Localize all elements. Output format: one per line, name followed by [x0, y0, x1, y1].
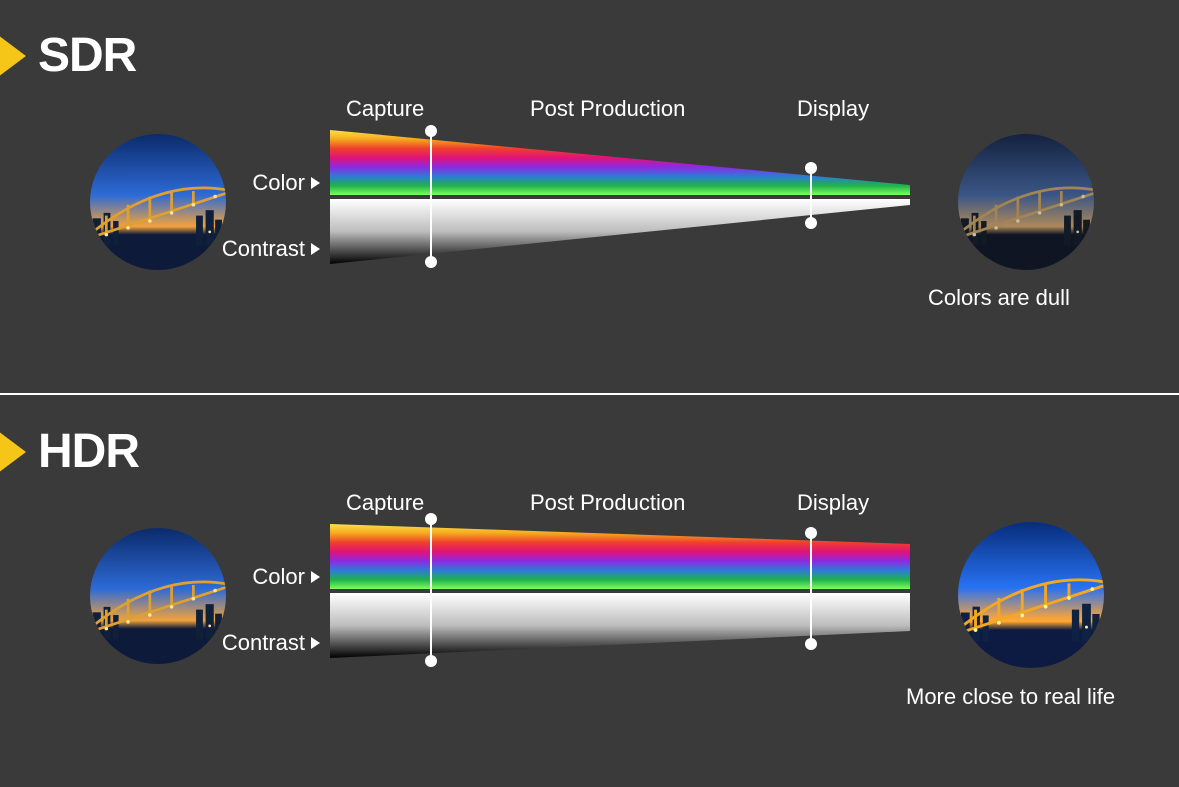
side-label-contrast: Contrast	[0, 236, 320, 262]
title-hdr: HDR	[38, 424, 139, 479]
pipeline-marker	[810, 533, 812, 644]
title-row-hdr: HDR	[0, 424, 139, 479]
side-label-contrast-text: Contrast	[222, 630, 305, 656]
triangle-right-icon	[311, 637, 320, 649]
stage-postproduction: Post Production	[530, 490, 685, 516]
pipeline-marker	[430, 519, 432, 661]
stage-capture: Capture	[346, 490, 424, 516]
triangle-right-icon	[311, 243, 320, 255]
title-row-sdr: SDR	[0, 28, 136, 83]
title-sdr: SDR	[38, 28, 136, 83]
stage-capture: Capture	[346, 96, 424, 122]
triangle-right-icon	[311, 571, 320, 583]
side-label-color-text: Color	[252, 170, 305, 196]
side-label-color: Color	[0, 564, 320, 590]
title-arrow-icon	[0, 428, 26, 476]
caption-hdr: More close to real life	[906, 684, 1115, 710]
funnel-hdr	[330, 522, 910, 702]
stage-display: Display	[797, 96, 869, 122]
side-label-color: Color	[0, 170, 320, 196]
title-arrow-icon	[0, 32, 26, 80]
stage-display: Display	[797, 490, 869, 516]
side-label-color-text: Color	[252, 564, 305, 590]
funnel-sdr	[330, 128, 910, 308]
triangle-right-icon	[311, 177, 320, 189]
panel-sdr: SDR	[0, 0, 1179, 393]
pipeline-marker	[810, 168, 812, 224]
side-label-contrast: Contrast	[0, 630, 320, 656]
caption-sdr: Colors are dull	[928, 285, 1070, 311]
panel-hdr: HDR	[0, 394, 1179, 787]
thumb-sdr-output	[958, 134, 1094, 270]
pipeline-marker	[430, 131, 432, 261]
stage-postproduction: Post Production	[530, 96, 685, 122]
side-label-contrast-text: Contrast	[222, 236, 305, 262]
thumb-hdr-output	[958, 522, 1104, 668]
